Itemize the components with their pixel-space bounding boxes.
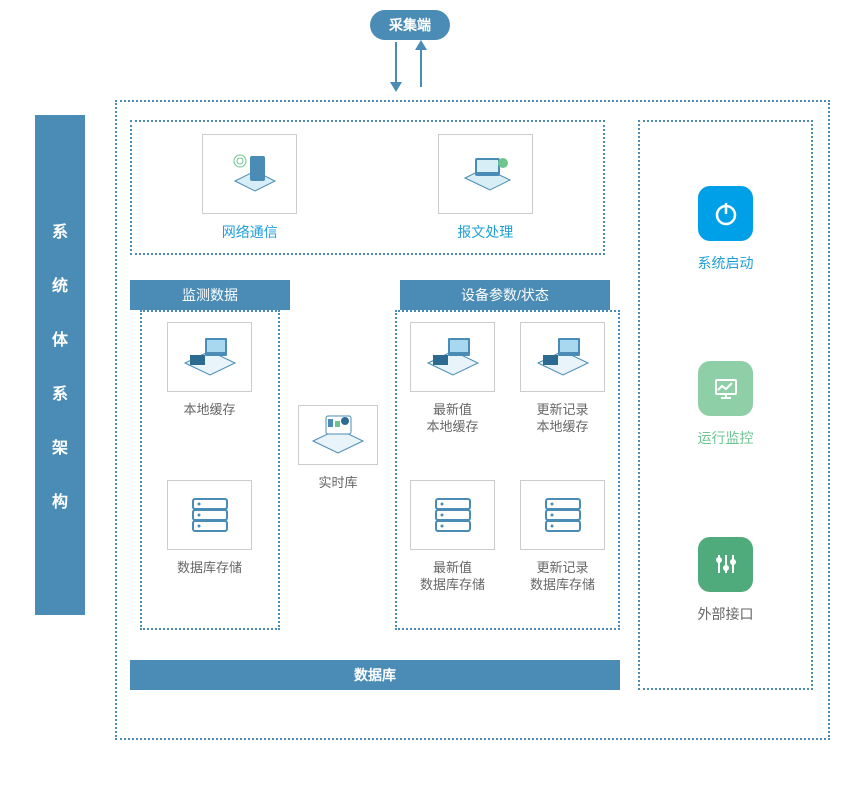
node-update-cache: 更新记录 本地缓存 — [520, 322, 605, 436]
arrow-down-head — [390, 82, 402, 92]
arrow-up-head — [415, 40, 427, 50]
computer-icon — [167, 322, 252, 392]
rail-label: 运行监控 — [698, 428, 754, 448]
arrow-down-line — [395, 42, 397, 87]
sliders-icon — [698, 537, 753, 592]
node-label: 实时库 — [318, 475, 357, 492]
sidebar-char: 统 — [52, 272, 68, 296]
node-label: 数据库存储 — [177, 560, 242, 577]
rail-item-external: 外部接口 — [698, 537, 754, 624]
sidebar-char: 系 — [52, 380, 68, 404]
network-comm-icon — [202, 134, 297, 214]
top-comm-box: 网络通信 报文处理 — [130, 120, 605, 255]
node-label: 更新记录 本地缓存 — [536, 402, 588, 436]
power-icon — [698, 186, 753, 241]
node-label: 本地缓存 — [183, 402, 235, 419]
db-icon — [520, 480, 605, 550]
node-local-cache: 本地缓存 — [167, 322, 252, 419]
db-icon — [167, 480, 252, 550]
collection-label: 采集端 — [389, 15, 431, 35]
computer-icon — [410, 322, 495, 392]
sidebar-char: 体 — [52, 326, 68, 350]
db-footer-label: 数据库 — [354, 665, 396, 685]
realtime-icon — [298, 405, 378, 465]
node-label: 更新记录 数据库存储 — [530, 560, 595, 594]
section-header-label: 设备参数/状态 — [461, 285, 549, 305]
node-latest-db: 最新值 数据库存储 — [410, 480, 495, 594]
section-header-device: 设备参数/状态 — [400, 280, 610, 310]
sidebar-char: 系 — [52, 218, 68, 242]
section-header-label: 监测数据 — [182, 285, 238, 305]
sidebar-title: 系 统 体 系 架 构 — [35, 115, 85, 615]
rail-item-monitor: 运行监控 — [698, 361, 754, 448]
computer-icon — [520, 322, 605, 392]
node-update-db: 更新记录 数据库存储 — [520, 480, 605, 594]
sidebar-char: 架 — [52, 434, 68, 458]
comm-item-network: 网络通信 — [202, 134, 297, 242]
sidebar-char: 构 — [52, 488, 68, 512]
monitor-icon — [698, 361, 753, 416]
node-label: 最新值 本地缓存 — [426, 402, 478, 436]
rail-label: 外部接口 — [698, 604, 754, 624]
rail-item-startup: 系统启动 — [698, 186, 754, 273]
node-db-storage: 数据库存储 — [167, 480, 252, 577]
collection-pill: 采集端 — [370, 10, 450, 40]
node-label: 最新值 数据库存储 — [420, 560, 485, 594]
right-rail: 系统启动 运行监控 外部接口 — [638, 120, 813, 690]
database-footer: 数据库 — [130, 660, 620, 690]
section-header-monitoring: 监测数据 — [130, 280, 290, 310]
message-proc-icon — [438, 134, 533, 214]
db-icon — [410, 480, 495, 550]
comm-label: 网络通信 — [222, 222, 278, 242]
comm-item-message: 报文处理 — [438, 134, 533, 242]
comm-label: 报文处理 — [457, 222, 513, 242]
rail-label: 系统启动 — [698, 253, 754, 273]
node-latest-cache: 最新值 本地缓存 — [410, 322, 495, 436]
realtime-node: 实时库 — [298, 405, 378, 492]
